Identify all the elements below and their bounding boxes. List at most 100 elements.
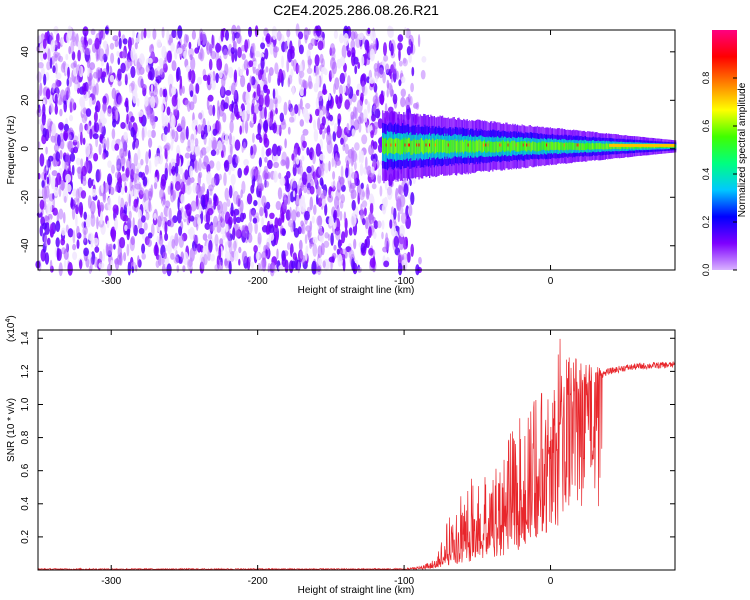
spectrogram-cell <box>275 107 278 115</box>
spectrogram-cell <box>269 212 275 219</box>
spectrogram-cell <box>46 203 49 217</box>
spectrogram-cell <box>159 188 165 201</box>
spectrogram-cell <box>244 120 249 134</box>
spectrogram-cell <box>368 77 375 84</box>
spectrogram-cell <box>177 197 180 211</box>
spectrogram-cell <box>72 135 79 143</box>
spectrogram-cell <box>286 58 290 73</box>
spectrogram-cell <box>215 148 220 156</box>
spectrogram-cell <box>128 210 132 220</box>
spectrogram-cell <box>293 227 300 238</box>
spectrogram-cell <box>383 54 389 62</box>
spectrogram-cell <box>143 222 148 231</box>
y-tick-label: 1.4 <box>20 331 31 345</box>
spectrogram-cell <box>512 140 514 151</box>
spectrogram-cell <box>366 76 370 84</box>
spectrogram-cell <box>273 45 278 59</box>
spectrogram-cell <box>45 159 49 169</box>
spectrogram-cell <box>265 201 271 210</box>
spectrogram-cell <box>321 116 326 127</box>
spectrogram-cell <box>67 66 70 79</box>
spectrogram-cell <box>41 179 45 189</box>
spectrogram-cell <box>171 60 177 72</box>
spectrogram-cell <box>286 177 290 190</box>
spectrogram-cell <box>254 221 258 235</box>
spectrogram-cell <box>188 68 192 81</box>
spectrogram-cell <box>341 231 346 244</box>
spectrogram-cell <box>114 143 120 151</box>
spectrogram-cell <box>112 35 119 42</box>
spectrogram-cell <box>114 184 119 193</box>
spectrogram-cell <box>593 143 595 150</box>
spectrogram-cell <box>411 66 415 77</box>
spectrogram-cell <box>106 220 110 229</box>
spectrogram-cell <box>253 104 259 115</box>
spectrogram-cell <box>86 214 91 228</box>
spectrogram-cell <box>299 86 305 97</box>
spectrogram-cell <box>184 169 189 180</box>
spectrogram-cell <box>202 233 208 241</box>
spectrogram-cell <box>182 85 185 94</box>
x-tick-label: 0 <box>548 276 554 287</box>
spectrogram-cell <box>123 131 128 141</box>
spectrogram-cell <box>206 163 211 174</box>
spectrogram-x-axis: -300 -200 -100 0 <box>101 30 554 287</box>
spectrogram-cell <box>264 48 269 60</box>
spectrogram-cell <box>312 236 318 244</box>
spectrogram-cell <box>286 170 291 179</box>
spectrogram-cell <box>178 226 183 236</box>
spectrogram-cell <box>397 211 400 223</box>
spectrogram-cell <box>129 85 132 93</box>
spectrogram-cell <box>339 72 346 85</box>
spectrogram-cell <box>67 228 74 238</box>
x-tick-label: -300 <box>101 576 121 587</box>
spectrogram-cell <box>373 231 377 240</box>
spectrogram-cell <box>287 242 291 251</box>
spectrogram-cell <box>64 161 69 171</box>
spectrogram-cell <box>139 53 145 65</box>
spectrogram-cell <box>207 250 211 262</box>
spectrogram-cell <box>214 264 220 272</box>
spectrogram-cell <box>317 90 323 102</box>
spectrogram-cell <box>272 122 278 134</box>
spectrogram-cell <box>75 188 80 202</box>
spectrogram-cell <box>289 116 295 123</box>
spectrogram-cell <box>307 55 312 69</box>
spectrogram-cell <box>150 129 156 139</box>
spectrogram-cell <box>174 181 181 191</box>
spectrogram-cell <box>184 99 190 107</box>
spectrogram-cell <box>552 141 554 150</box>
spectrogram-cell <box>576 143 578 151</box>
spectrogram-cell <box>36 71 42 83</box>
spectrogram-cell <box>44 32 48 41</box>
spectrogram-cell <box>212 215 219 228</box>
x-tick-label: -100 <box>394 276 414 287</box>
spectrogram-cell <box>453 140 455 153</box>
spectrogram-cell <box>605 143 608 149</box>
snr-scale-label: (x104) <box>5 315 17 342</box>
spectrogram-cell <box>392 139 394 154</box>
spectrogram-cell <box>225 29 229 41</box>
colorbar-tick-label: 0.6 <box>701 120 711 133</box>
spectrogram-cell <box>441 139 444 153</box>
spectrogram-cell <box>388 138 390 154</box>
spectrogram-cell <box>264 106 267 120</box>
y-tick-label: 1.2 <box>20 364 31 378</box>
spectrogram-cell <box>220 150 224 159</box>
spectrogram-cell <box>289 206 292 220</box>
spectrogram-cell <box>361 200 368 208</box>
spectrogram-cell <box>468 140 471 153</box>
spectrogram-cell <box>112 204 119 214</box>
spectrogram-cell <box>330 68 335 79</box>
spectrogram-cell <box>50 39 56 53</box>
spectrogram-cell <box>145 151 149 165</box>
y-tick-label: -40 <box>20 238 31 253</box>
spectrogram-cell <box>346 122 350 134</box>
spectrogram-cell <box>240 75 246 88</box>
spectrogram-cell <box>133 198 139 208</box>
spectrogram-cell <box>183 50 187 60</box>
spectrogram-cell <box>228 216 233 226</box>
spectrogram-cell <box>322 130 326 140</box>
spectrogram-cell <box>279 112 284 123</box>
spectrogram-cell <box>457 139 459 152</box>
